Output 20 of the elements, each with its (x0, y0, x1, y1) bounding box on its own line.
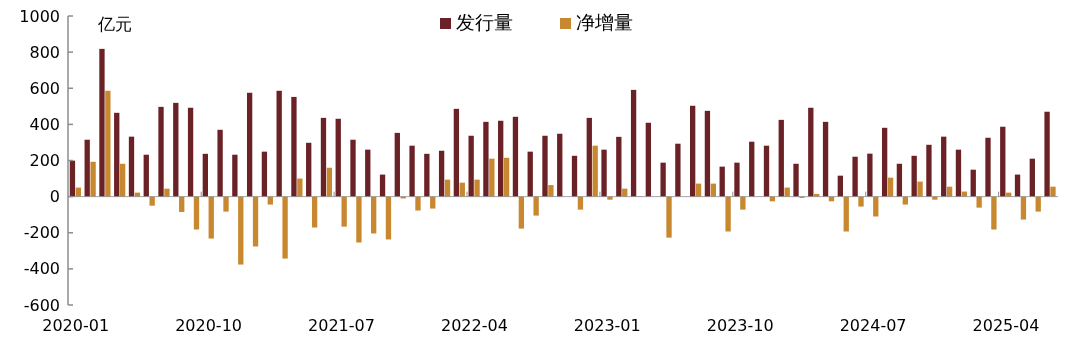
legend-label: 净增量 (576, 11, 633, 33)
x-tick-label: 2020-01 (42, 316, 110, 335)
x-tick-label: 2022-04 (440, 316, 508, 335)
y-tick-label: -400 (23, 259, 60, 279)
x-tick-label: 2024-07 (839, 316, 907, 335)
y-tick-label: 0 (49, 187, 60, 207)
legend-label: 发行量 (456, 11, 513, 33)
y-tick-label: 1000 (19, 6, 60, 26)
x-tick-label: 2023-01 (573, 316, 641, 335)
y-tick-label: 400 (29, 114, 60, 134)
x-tick-label: 2021-07 (308, 316, 375, 335)
y-tick-label: -200 (23, 223, 60, 243)
y-axis-title: 亿元 (97, 14, 132, 34)
x-tick-label: 2025-04 (972, 316, 1040, 335)
y-tick-label: -600 (23, 295, 60, 315)
x-tick-label: 2020-10 (175, 316, 243, 335)
y-tick-label: 200 (29, 151, 60, 171)
y-tick-label: 600 (29, 78, 60, 98)
y-tick-label: 800 (29, 42, 60, 62)
x-tick-label: 2023-10 (706, 316, 774, 335)
